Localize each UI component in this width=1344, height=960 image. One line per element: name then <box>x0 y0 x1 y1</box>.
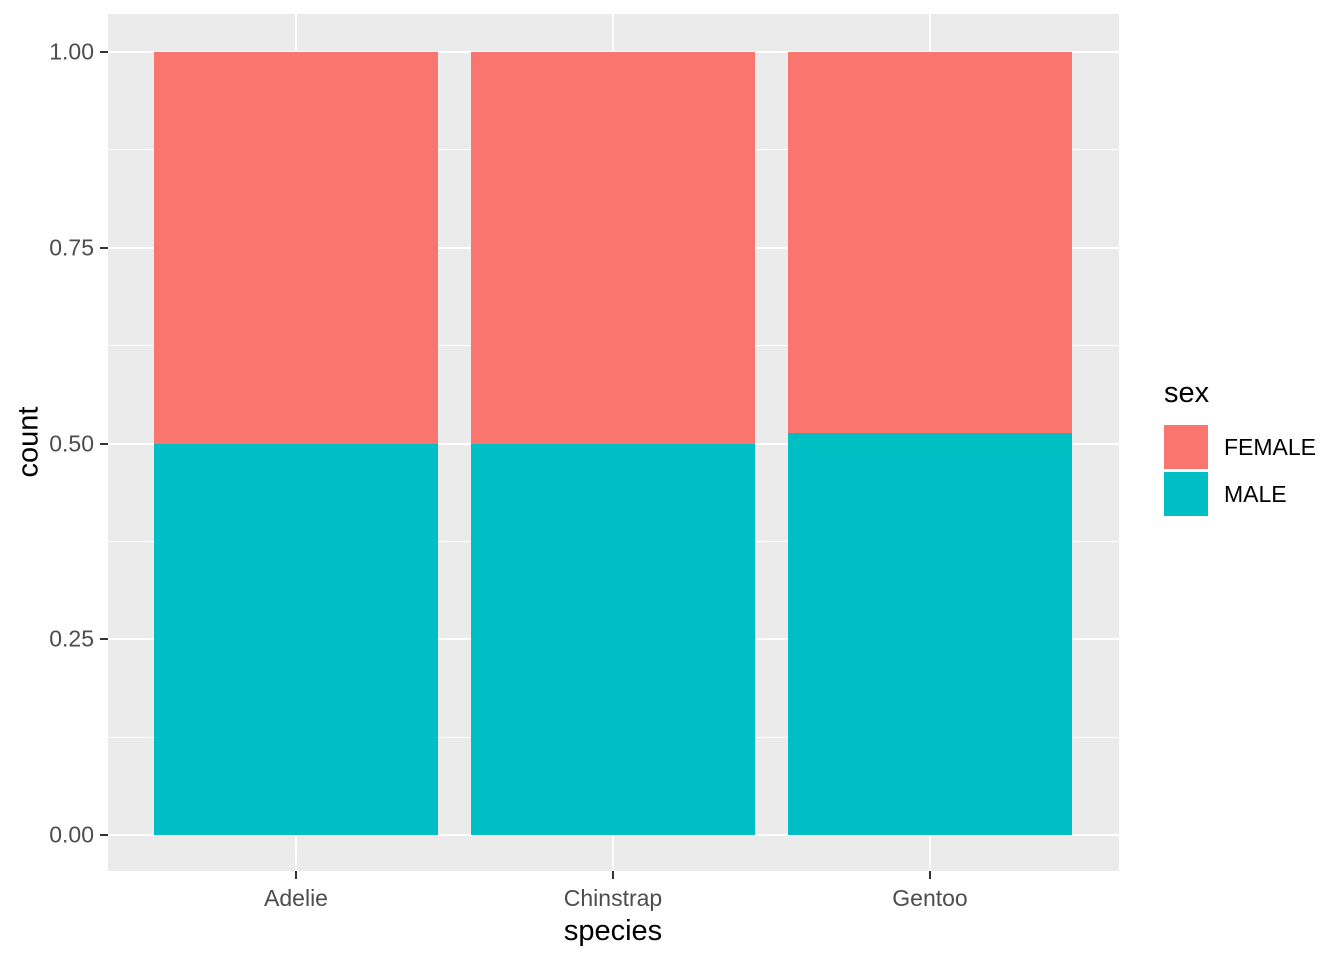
legend-entry-label: MALE <box>1224 480 1287 507</box>
bar-adelie-female <box>154 52 438 444</box>
y-tick-mark <box>100 442 108 445</box>
legend-entry-label: FEMALE <box>1224 433 1317 460</box>
y-tick-mark <box>100 246 108 249</box>
y-tick-label: 1.00 <box>49 38 94 65</box>
bar-chinstrap-male <box>471 443 755 835</box>
legend-key-swatch <box>1164 425 1208 469</box>
x-tick-mark <box>929 871 931 879</box>
x-tick-label-adelie: Adelie <box>264 885 328 911</box>
y-axis-title: count <box>12 406 45 478</box>
y-tick-label: 0.50 <box>49 430 94 456</box>
y-tick-mark <box>100 834 108 836</box>
x-tick-mark <box>612 871 614 879</box>
x-tick-mark <box>295 871 297 879</box>
x-tick-label-gentoo: Gentoo <box>892 885 968 911</box>
y-tick-label: 0.75 <box>49 234 94 261</box>
legend: sex FEMALE MALE <box>1164 377 1316 519</box>
legend-entries: FEMALE MALE <box>1164 425 1316 516</box>
y-tick-mark <box>100 51 108 53</box>
legend-entry-male: MALE <box>1164 472 1316 516</box>
y-tick-label: 0.25 <box>49 625 94 652</box>
legend-title: sex <box>1164 377 1210 409</box>
bar-gentoo-female <box>788 52 1072 434</box>
y-tick-mark <box>100 638 108 641</box>
legend-entry-female: FEMALE <box>1164 425 1316 469</box>
bar-gentoo-male <box>788 433 1072 835</box>
x-axis-title: species <box>563 915 663 947</box>
plot-panel <box>108 14 1119 871</box>
y-tick-label: 0.00 <box>49 821 94 848</box>
bar-chinstrap-female <box>471 52 755 444</box>
x-tick-label-chinstrap: Chinstrap <box>563 885 663 911</box>
legend-key-swatch <box>1164 472 1208 516</box>
bar-adelie-male <box>154 443 438 835</box>
